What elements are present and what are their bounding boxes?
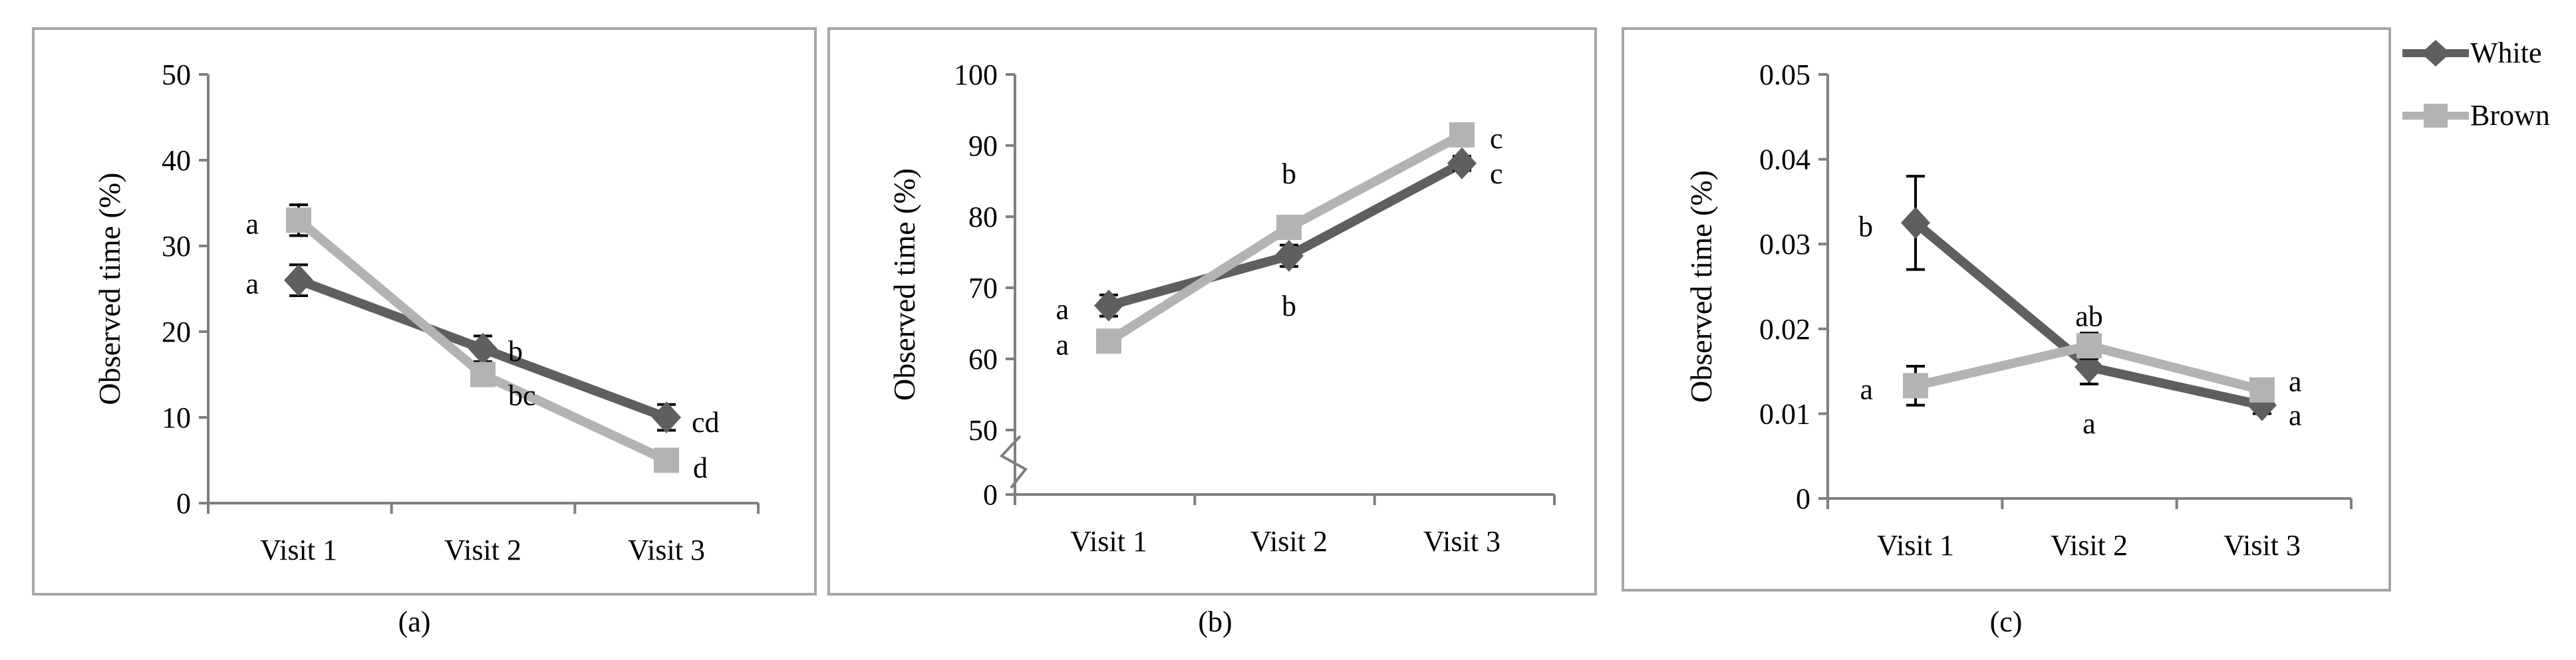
legend-brown-marker: [2424, 104, 2448, 128]
data-point-brown: [1276, 215, 1302, 241]
y-tick-label: 30: [162, 230, 191, 263]
y-tick-label: 50: [162, 58, 191, 91]
data-point-brown: [654, 447, 679, 473]
significance-letter: c: [1490, 122, 1503, 155]
y-tick-label: 0.03: [1759, 228, 1810, 261]
chart-panel-3: 0 0.01 0.02 0.03 0.04 0.05 Visit 1 Visit 2 Visit…: [1622, 27, 2391, 638]
y-tick-label: 0.05: [1759, 58, 1810, 91]
data-point-brown: [1449, 122, 1475, 148]
data-point-white: [1901, 207, 1930, 239]
panel-frame: [1622, 27, 2391, 592]
y-tick-label: 80: [968, 201, 998, 233]
significance-letter: b: [1282, 290, 1296, 322]
significance-letter: a: [245, 268, 259, 300]
y-tick-label: 20: [162, 316, 191, 348]
legend: White Brown: [2402, 37, 2550, 132]
y-tick-label: 60: [968, 343, 998, 376]
significance-letter: b: [1858, 210, 1873, 243]
significance-letter: a: [245, 207, 259, 240]
data-point-white: [1447, 147, 1477, 179]
y-tick-label: 90: [968, 130, 998, 162]
significance-letter: b: [1282, 158, 1296, 190]
significance-letter: d: [693, 452, 708, 485]
data-point-brown: [286, 207, 311, 233]
data-point-white: [284, 264, 313, 296]
significance-letter: a: [1860, 373, 1873, 405]
significance-letter: a: [1056, 293, 1069, 326]
y-axis-title: Observed time (%): [887, 168, 921, 401]
significance-letter: a: [2289, 366, 2302, 398]
y-tick-label: 50: [968, 414, 998, 447]
significance-letter: bc: [508, 380, 536, 412]
data-point-brown: [1903, 373, 1928, 399]
legend-white-marker: [2421, 40, 2450, 66]
significance-letter: b: [508, 335, 523, 368]
data-point-white: [1094, 289, 1123, 322]
significance-letter: cd: [692, 406, 720, 439]
legend-brown-label: Brown: [2470, 99, 2550, 132]
y-tick-label: 0: [176, 487, 191, 520]
significance-letter: a: [1056, 328, 1069, 361]
x-tick-label: Visit 2: [1250, 525, 1328, 558]
chart-panel-2: 0 50 60 70 80 90 100 Visit 1 Visit 2 Visit 3 Obser…: [827, 27, 1597, 638]
x-tick-label: Visit 3: [2223, 529, 2301, 562]
x-tick-label: Visit 3: [1423, 525, 1501, 558]
panel-caption: (b): [1198, 605, 1232, 638]
x-tick-label: Visit 3: [628, 534, 705, 566]
x-tick-label: Visit 2: [444, 534, 521, 566]
significance-letter: ab: [2075, 300, 2103, 332]
significance-letter: a: [2082, 407, 2096, 440]
x-tick-label: Visit 2: [2051, 529, 2128, 562]
data-point-brown: [470, 362, 496, 387]
y-axis-title: Observed time (%): [92, 173, 126, 405]
legend-white-label: White: [2470, 37, 2542, 69]
data-point-white: [652, 401, 681, 433]
x-tick-label: Visit 1: [1877, 529, 1954, 562]
y-tick-label: 0: [983, 479, 998, 511]
panel-frame: [32, 27, 817, 596]
data-point-white: [1274, 239, 1304, 272]
y-tick-label: 100: [954, 58, 998, 91]
y-tick-label: 0: [1796, 483, 1810, 515]
significance-letter: c: [1490, 158, 1503, 190]
y-tick-label: 0.01: [1759, 397, 1810, 430]
axis-break-mark: [999, 435, 1028, 489]
y-tick-label: 0.04: [1759, 144, 1810, 176]
panel-frame: [827, 27, 1597, 596]
panel-caption: (c): [1990, 605, 2023, 638]
data-point-brown: [2249, 377, 2275, 403]
y-tick-label: 10: [162, 401, 191, 434]
panel-caption: (a): [398, 605, 431, 638]
x-tick-label: Visit 1: [260, 534, 337, 566]
chart-panel-1: 0 10 20 30 40 50 Visit 1 Visit 2 Visit 3 Observed…: [32, 27, 817, 638]
x-tick-label: Visit 1: [1070, 525, 1147, 558]
y-axis-title: Observed time (%): [1684, 170, 1718, 403]
data-point-brown: [1096, 328, 1121, 354]
y-tick-label: 40: [162, 144, 191, 177]
data-point-white: [468, 332, 498, 365]
y-tick-label: 70: [968, 272, 998, 304]
y-tick-label: 0.02: [1759, 313, 1810, 346]
significance-letter: a: [2289, 399, 2302, 432]
data-point-brown: [2076, 333, 2102, 359]
